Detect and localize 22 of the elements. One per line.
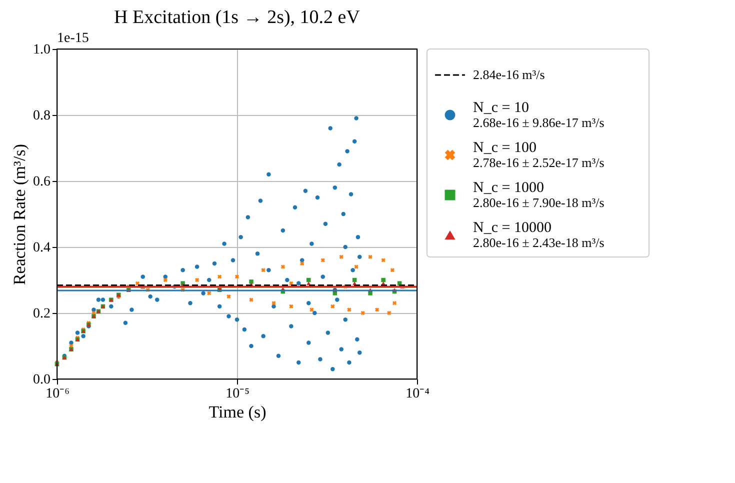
- x-tick-label: 10⁻⁶: [46, 386, 70, 402]
- y-axis-title: Reaction Rate (m³/s): [10, 144, 29, 286]
- text: 2.80e-16 ± 7.90e-18 m³/s: [473, 195, 604, 210]
- y-tick-label: 1.0: [33, 42, 50, 58]
- x-tick-label: 10⁻⁵: [226, 386, 250, 402]
- legend-label: N_c = 10000: [473, 220, 552, 236]
- y-tick-label: 0.6: [33, 174, 50, 190]
- text: 1e-15: [57, 31, 89, 46]
- x-axis-title: Time (s): [208, 402, 266, 422]
- y-tick-label: 0.2: [33, 306, 50, 322]
- legend-label: 2.84e-16 m³/s: [473, 67, 545, 82]
- x-tick-label: 10⁻⁴: [406, 386, 430, 402]
- text: 2.78e-16 ± 2.52e-17 m³/s: [473, 155, 604, 170]
- y-tick-label: 0.0: [33, 372, 50, 388]
- legend-label: N_c = 1000: [473, 180, 544, 196]
- text: 2.80e-16 ± 2.43e-18 m³/s: [473, 235, 604, 250]
- chart-title: H Excitation (1s → 2s), 10.2 eV: [114, 7, 360, 28]
- legend-label: N_c = 100: [473, 140, 536, 156]
- legend-label: N_c = 10: [473, 100, 529, 116]
- y-tick-label: 0.4: [33, 240, 50, 256]
- text: 2.68e-16 ± 9.86e-17 m³/s: [473, 115, 604, 130]
- y-tick-label: 0.8: [33, 108, 50, 124]
